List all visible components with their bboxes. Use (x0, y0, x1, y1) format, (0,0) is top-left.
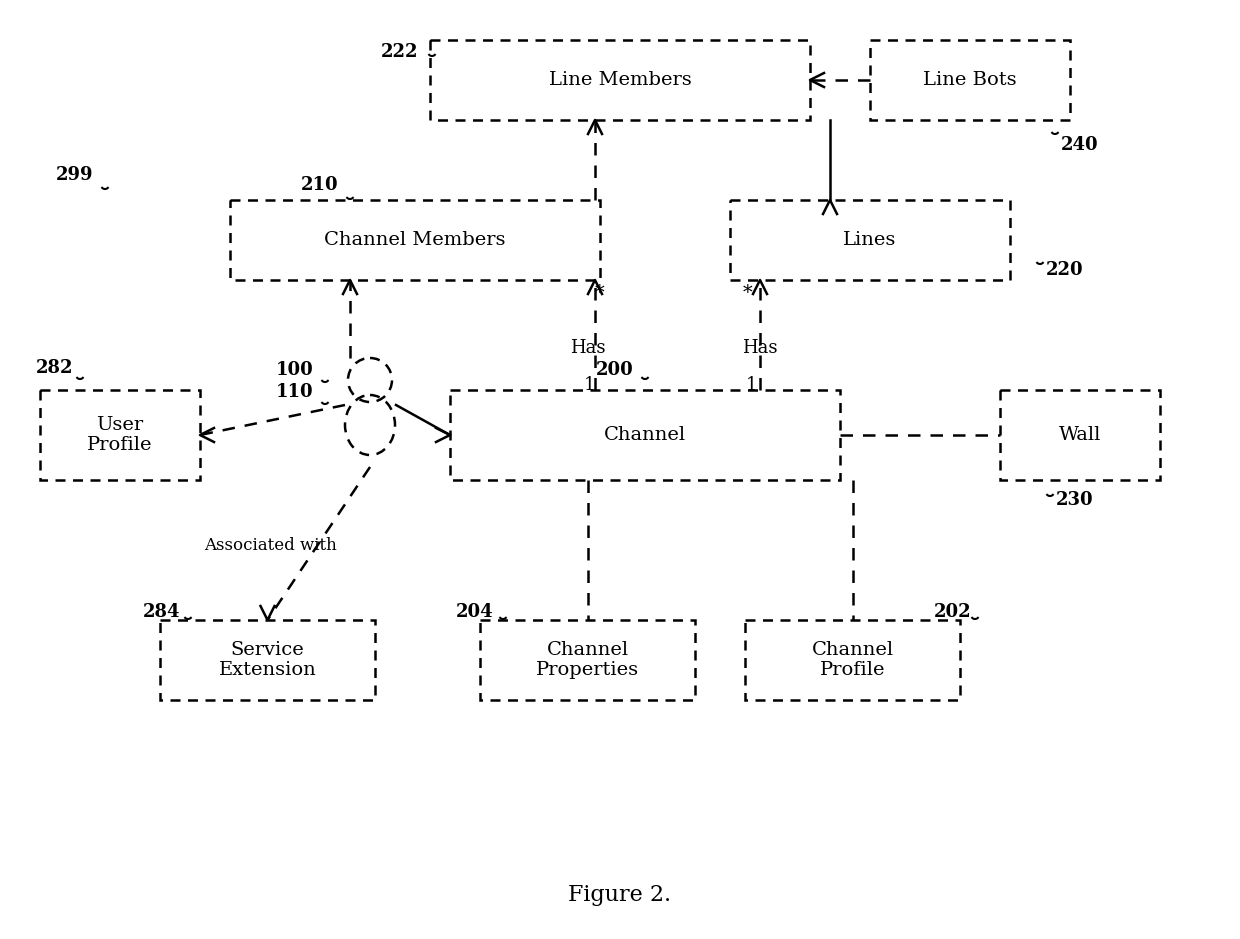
Text: 222: 222 (381, 43, 419, 61)
Text: Channel
Properties: Channel Properties (536, 640, 639, 680)
Bar (160, 620, 374, 700)
Bar (999, 390, 1159, 480)
Bar (430, 40, 810, 120)
Text: 282: 282 (36, 359, 73, 377)
Text: 210: 210 (301, 176, 339, 194)
Text: Lines: Lines (843, 231, 897, 249)
Bar (480, 620, 694, 700)
Text: Service
Extension: Service Extension (218, 640, 316, 680)
Text: Associated with: Associated with (203, 536, 336, 553)
Text: 100: 100 (277, 361, 314, 379)
Text: 299: 299 (56, 166, 94, 184)
Text: 204: 204 (456, 603, 494, 621)
Text: *: * (595, 284, 605, 302)
Bar (40, 390, 200, 480)
Text: Channel: Channel (604, 426, 686, 444)
Text: Channel
Profile: Channel Profile (811, 640, 894, 680)
Text: 1: 1 (746, 376, 758, 394)
Text: 284: 284 (144, 603, 181, 621)
Text: 200: 200 (596, 361, 634, 379)
Bar (870, 40, 1070, 120)
Text: 240: 240 (1061, 136, 1099, 154)
Text: Figure 2.: Figure 2. (568, 884, 672, 906)
Text: 110: 110 (277, 383, 314, 401)
Text: Channel Members: Channel Members (324, 231, 506, 249)
Text: 202: 202 (934, 603, 972, 621)
Text: 230: 230 (1056, 491, 1094, 509)
Text: 220: 220 (1047, 261, 1084, 279)
Text: 1: 1 (584, 376, 595, 394)
Text: Line Members: Line Members (548, 71, 692, 89)
Bar (229, 200, 600, 280)
Text: Wall: Wall (1059, 426, 1101, 444)
Bar (730, 200, 1011, 280)
Bar (745, 620, 960, 700)
Text: Has: Has (743, 339, 777, 357)
Text: Has: Has (570, 339, 606, 357)
Text: User
Profile: User Profile (87, 416, 153, 454)
Bar (450, 390, 839, 480)
Text: *: * (743, 284, 753, 302)
Text: Line Bots: Line Bots (924, 71, 1017, 89)
